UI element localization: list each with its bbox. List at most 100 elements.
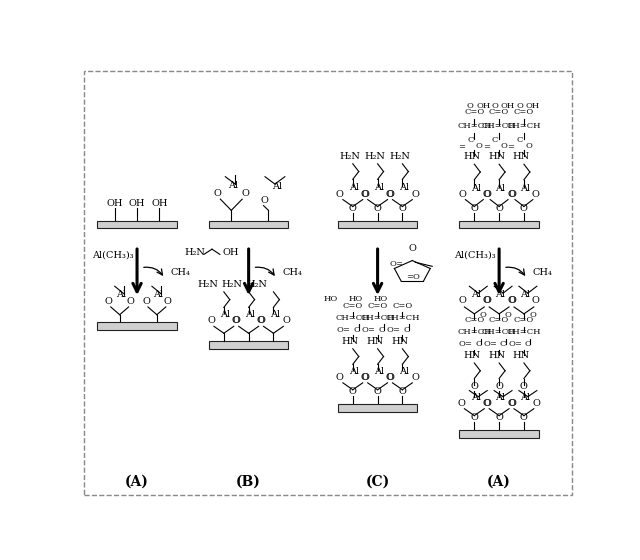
Text: O: O (387, 373, 394, 382)
Text: C: C (516, 136, 523, 143)
Text: (A): (A) (487, 475, 511, 489)
Text: C: C (353, 326, 360, 334)
Text: O: O (127, 297, 134, 306)
Text: OH: OH (501, 102, 515, 110)
Text: Al: Al (495, 184, 506, 193)
Text: Al: Al (520, 393, 531, 402)
Text: C: C (525, 340, 531, 348)
Text: O: O (385, 373, 394, 382)
Text: Al(CH₃)₃: Al(CH₃)₃ (454, 250, 496, 259)
Bar (97, 221, 177, 228)
Text: O: O (260, 196, 268, 205)
Text: HN: HN (488, 351, 505, 360)
Text: Al: Al (495, 290, 506, 298)
Text: CH₄: CH₄ (282, 268, 302, 277)
Text: C=O: C=O (489, 108, 509, 116)
Text: O: O (362, 373, 370, 382)
Text: CH=CH: CH=CH (482, 328, 516, 336)
Text: O: O (361, 373, 369, 382)
Text: CH₄: CH₄ (171, 268, 191, 277)
Text: O: O (207, 316, 215, 325)
Text: O: O (385, 190, 394, 199)
Bar (209, 221, 289, 228)
Bar (338, 221, 417, 228)
Text: O: O (336, 190, 344, 199)
Text: O: O (387, 190, 394, 199)
Text: Al: Al (273, 181, 282, 190)
Text: O=: O= (387, 326, 401, 334)
Text: O: O (507, 296, 515, 305)
Text: O: O (458, 190, 467, 199)
Text: CH=CH: CH=CH (507, 122, 541, 130)
Text: O: O (408, 244, 416, 253)
Text: O: O (483, 296, 490, 305)
Text: O: O (467, 102, 474, 110)
Text: HN: HN (513, 351, 530, 360)
Text: O: O (483, 399, 490, 408)
Text: OH: OH (106, 199, 123, 208)
Text: Al: Al (220, 310, 230, 319)
Text: O: O (241, 189, 249, 198)
Text: O: O (483, 296, 491, 305)
Text: CH=CH: CH=CH (457, 122, 492, 130)
Text: H₂N: H₂N (184, 248, 205, 257)
Text: O: O (483, 190, 491, 199)
Text: OH: OH (525, 102, 540, 110)
Text: O: O (507, 399, 515, 408)
Text: Al: Al (471, 393, 481, 402)
Text: O: O (508, 296, 516, 305)
Text: (C): (C) (365, 475, 390, 489)
Text: HN: HN (513, 152, 530, 161)
Text: O: O (495, 381, 503, 391)
Text: Al: Al (471, 184, 481, 193)
Text: HN: HN (463, 351, 481, 360)
Text: O: O (516, 102, 524, 110)
Text: O: O (470, 203, 478, 212)
Text: C: C (467, 136, 474, 143)
Text: O: O (520, 381, 528, 391)
Text: O: O (470, 413, 478, 422)
Text: HO: HO (324, 296, 338, 304)
Text: O: O (399, 203, 406, 212)
Text: H₂N: H₂N (340, 152, 361, 161)
Text: O: O (336, 373, 344, 382)
Text: CH=CH: CH=CH (385, 314, 420, 321)
Text: C=O: C=O (342, 301, 363, 310)
Text: O: O (164, 297, 172, 306)
Text: O: O (470, 381, 478, 391)
Text: H₂N: H₂N (390, 152, 410, 161)
Text: O: O (399, 387, 406, 396)
Text: C=O: C=O (464, 316, 484, 324)
Text: OH: OH (476, 102, 490, 110)
Text: O=: O= (390, 260, 404, 268)
Text: O=: O= (337, 326, 351, 334)
Text: O=: O= (483, 340, 497, 348)
Text: CH₄: CH₄ (533, 268, 553, 277)
Text: O: O (257, 316, 264, 325)
Text: O: O (412, 190, 419, 199)
Text: O: O (504, 311, 511, 319)
Text: O=: O= (362, 326, 376, 334)
Text: C: C (378, 326, 385, 334)
Text: O: O (233, 316, 241, 325)
Text: O: O (476, 142, 483, 151)
Text: HN: HN (488, 152, 505, 161)
Text: O: O (508, 190, 516, 199)
Text: =: = (508, 143, 515, 151)
Text: O: O (483, 399, 491, 408)
Text: C=O: C=O (514, 108, 534, 116)
Text: O: O (495, 203, 503, 212)
Text: O: O (105, 297, 113, 306)
Text: O: O (533, 399, 541, 408)
Bar (460, 221, 539, 228)
Text: OH: OH (223, 248, 239, 257)
Text: O: O (483, 190, 490, 199)
Text: Al: Al (154, 290, 163, 299)
Text: O: O (142, 297, 150, 306)
Text: O: O (362, 190, 370, 199)
Text: HO: HO (373, 296, 388, 304)
Text: HN: HN (463, 152, 481, 161)
Text: O: O (214, 189, 221, 198)
Text: Al: Al (116, 290, 126, 299)
Text: O: O (500, 142, 508, 151)
